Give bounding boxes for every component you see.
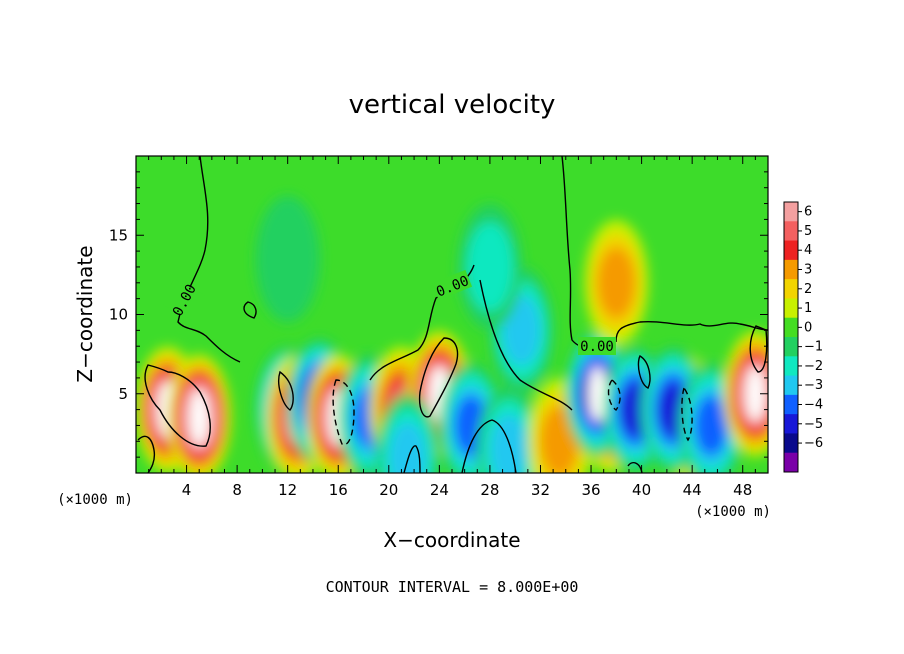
zero-contour [278,370,294,411]
colorbar-swatch [784,240,798,261]
colorbar-swatch [784,375,798,396]
x-unit-left: (×1000 m) [57,492,133,508]
colorbar-swatch [784,259,798,280]
contour-label: 0.00 [580,339,614,355]
colorbar-swatch [784,394,798,415]
velocity-cell [489,413,528,473]
x-tick-label: 16 [329,481,348,499]
zero-contour [243,301,257,319]
colorbar-label: −2 [804,359,823,374]
x-tick-label: 8 [232,481,242,499]
x-tick-label: 36 [581,481,600,499]
colorbar-swatch [784,317,798,338]
x-axis-label: X−coordinate [383,528,520,552]
x-tick-label: 28 [480,481,499,499]
velocity-cell [597,247,636,319]
colorbar-label: −5 [804,417,823,432]
zero-contour-dashed [681,386,693,442]
colorbar-swatch [784,356,798,377]
colorbar-label: 6 [804,205,812,220]
colorbar-label: 1 [804,301,812,316]
x-tick-label: 20 [379,481,398,499]
colorbar-label: −3 [804,378,823,393]
colorbar: 6 5 4 3 2 1 0 −1 −2 −3 −4 −5 −6 [783,201,823,473]
zero-contour [637,355,651,389]
x-tick-label: 48 [733,481,752,499]
colorbar-label: 3 [804,263,812,278]
colorbar-swatch [784,433,798,454]
zero-contour [403,445,421,473]
zero-contour [615,320,768,343]
colorbar-swatch [784,337,798,357]
y-tick-label: 10 [109,306,128,324]
velocity-cell [502,294,541,366]
colorbar-label: 0 [804,320,812,335]
zero-contour [461,419,517,473]
x-unit-right: (×1000 m) [695,504,771,520]
colorbar-swatch [784,414,798,434]
velocity-core [746,365,765,422]
colorbar-swatch [784,298,798,319]
velocity-cell [694,395,728,456]
plot-area: 0.00 0.00 0.00 [136,156,768,473]
colorbar-label: −1 [804,340,823,355]
colorbar-label: −4 [804,398,823,413]
x-axis: 4 8 12 16 20 24 28 32 36 40 44 48 [148,156,756,499]
zero-contour [177,156,241,363]
colorbar-swatch [784,452,798,473]
x-tick-label: 40 [632,481,651,499]
colorbar-label: 4 [804,243,812,258]
velocity-cell [466,222,514,312]
zero-contour [418,337,459,418]
contour-label-bg [163,280,205,320]
contour-label-bg [578,337,616,355]
velocity-cell [388,421,427,473]
velocity-core [190,389,209,446]
zero-contour [749,325,768,373]
colorbar-label: −6 [804,436,823,451]
contour-interval-note: CONTOUR INTERVAL = 8.000E+00 [326,578,579,596]
zero-contour [479,279,573,411]
x-tick-label: 24 [430,481,449,499]
colorbar-swatch [784,279,798,299]
contour-label-bg [431,269,473,301]
colorbar-swatch [784,202,798,222]
y-axis-label: Z−coordinate [73,245,97,382]
zero-contour [144,364,211,447]
x-tick-label: 44 [683,481,702,499]
zero-contour-dashed [607,379,621,411]
zero-contour-lines [137,156,768,473]
colorbar-frame [783,201,799,473]
x-tick-label: 4 [182,481,192,499]
zero-contour [137,435,156,473]
x-tick-label: 12 [278,481,297,499]
velocity-core [588,365,607,422]
colorbar-label: 5 [804,224,812,239]
colorbar-swatch [784,221,798,242]
y-tick-label: 5 [118,385,128,403]
colorbar-label: 2 [804,282,812,297]
x-tick-label: 32 [531,481,550,499]
velocity-cell [255,196,320,323]
chart-title: vertical velocity [349,90,556,120]
y-tick-label: 15 [109,226,128,244]
y-axis: 5 10 15 [109,171,768,458]
